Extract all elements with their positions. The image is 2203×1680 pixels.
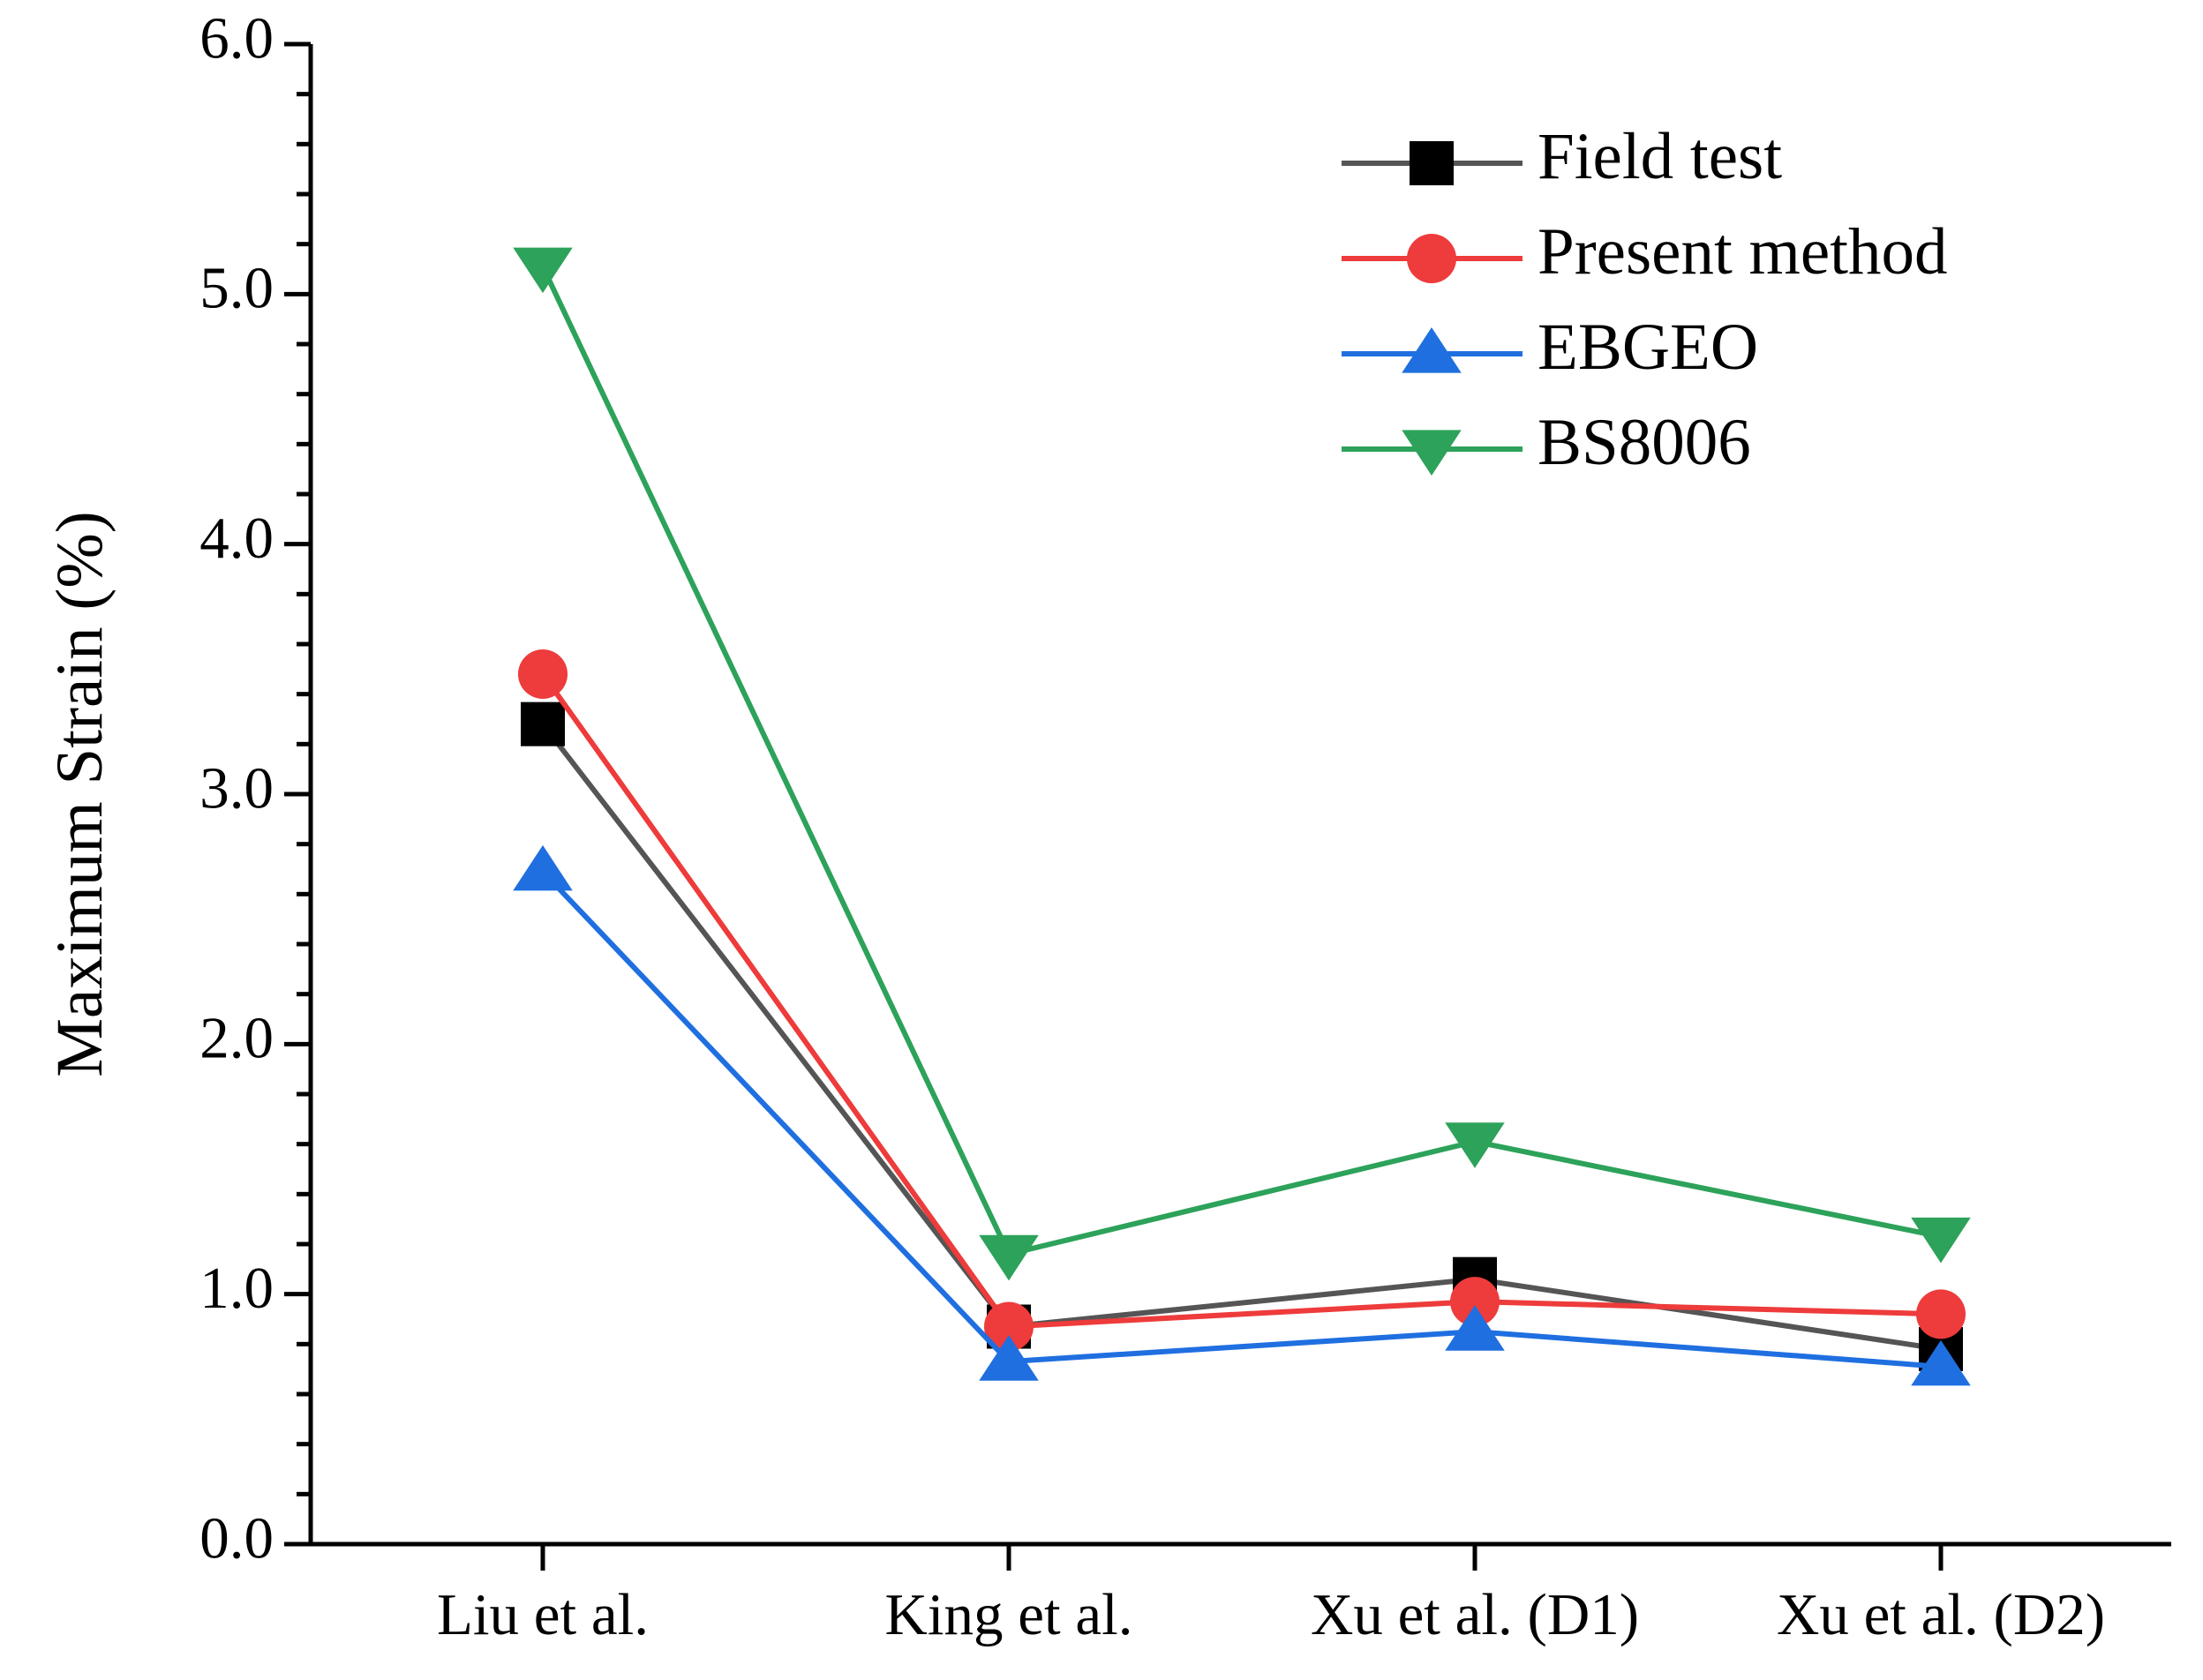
y-axis-title: Maximum Strain (%) xyxy=(43,511,117,1077)
data-point-field-test xyxy=(521,701,565,746)
data-point-ebgeo xyxy=(1911,1339,1971,1386)
legend-label: EBGEO xyxy=(1538,311,1758,384)
legend-marker xyxy=(1402,430,1462,476)
legend-marker xyxy=(1410,141,1454,185)
y-tick-label: 6.0 xyxy=(199,5,274,71)
y-tick-label: 1.0 xyxy=(199,1256,274,1321)
data-point-present-method xyxy=(1916,1289,1966,1339)
series-line-bs8006 xyxy=(540,265,1942,1257)
series-bs8006 xyxy=(513,247,1971,1281)
y-tick-label: 2.0 xyxy=(199,1006,274,1071)
y-tick-label: 4.0 xyxy=(199,506,274,571)
x-tick-label: Xu et al. (D1) xyxy=(1311,1582,1639,1647)
x-tick-label: King et al. xyxy=(885,1582,1133,1647)
legend-label: Present method xyxy=(1538,215,1948,289)
data-point-ebgeo xyxy=(979,1335,1039,1381)
data-point-bs8006 xyxy=(513,247,573,294)
data-point-present-method xyxy=(518,649,568,699)
legend-marker xyxy=(1407,234,1456,283)
series-ebgeo xyxy=(513,844,1971,1386)
data-point-present-method xyxy=(1450,1277,1500,1327)
series-layer xyxy=(513,247,1971,1386)
series-field-test xyxy=(521,701,1963,1371)
data-point-bs8006 xyxy=(1445,1122,1505,1168)
legend-item-present-method: Present method xyxy=(1342,215,1948,289)
x-tick-label: Xu et al. (D2) xyxy=(1777,1582,2105,1647)
y-tick-label: 3.0 xyxy=(199,755,274,821)
x-tick-label: Liu et al. xyxy=(437,1582,649,1647)
data-point-bs8006 xyxy=(979,1234,1039,1281)
legend-label: BS8006 xyxy=(1538,406,1751,479)
series-present-method xyxy=(518,649,1966,1352)
legend-item-field-test: Field test xyxy=(1342,120,1782,193)
legend-item-bs8006: BS8006 xyxy=(1342,406,1751,479)
x-ticks: Liu et al. King et al. Xu et al. (D1) Xu et… xyxy=(437,1544,2105,1647)
data-point-present-method xyxy=(984,1301,1034,1352)
series-line-ebgeo xyxy=(540,869,1942,1369)
data-point-ebgeo xyxy=(1445,1305,1505,1351)
legend-label: Field test xyxy=(1538,120,1782,193)
series-line-present-method xyxy=(540,672,1942,1330)
data-point-bs8006 xyxy=(1911,1217,1971,1264)
series-line-field-test xyxy=(540,722,1942,1352)
legend-marker xyxy=(1402,327,1462,373)
y-ticks: 0.0 1.0 2.0 3.0 4.0 5.0 6.0 xyxy=(199,5,311,1571)
legend-item-ebgeo: EBGEO xyxy=(1342,311,1758,384)
legend: Field test Present method EBGEO BS8006 xyxy=(1342,120,1948,479)
y-tick-label: 5.0 xyxy=(199,256,274,321)
y-tick-label: 0.0 xyxy=(199,1505,274,1571)
data-point-ebgeo xyxy=(513,844,573,891)
